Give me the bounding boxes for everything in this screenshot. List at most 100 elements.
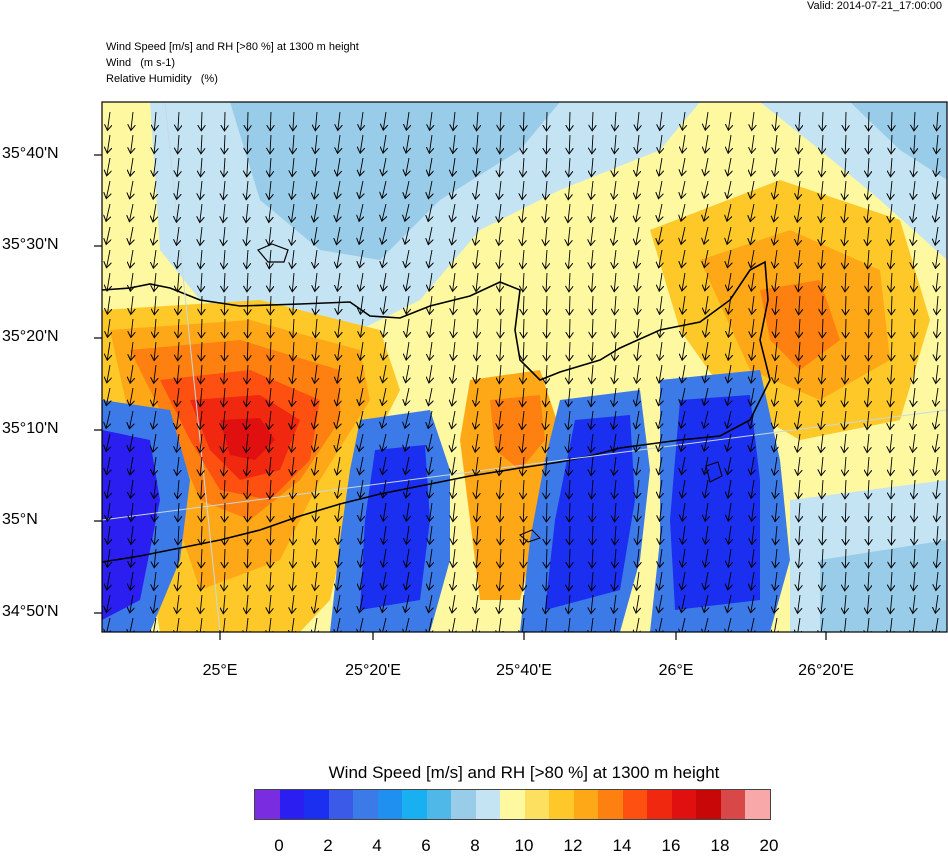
wind-arrow xyxy=(500,479,502,498)
wind-arrow xyxy=(729,525,732,543)
colorbar-swatch xyxy=(304,790,329,819)
wind-arrow xyxy=(499,249,501,268)
wind-arrow xyxy=(546,364,547,383)
wind-arrow xyxy=(108,525,110,543)
wind-arrow xyxy=(774,180,777,198)
wind-arrow xyxy=(637,571,639,589)
wind-arrow xyxy=(201,502,202,521)
wind-arrow xyxy=(407,111,410,129)
wind-arrow xyxy=(500,272,501,291)
wind-arrow xyxy=(660,295,662,313)
wind-arrow xyxy=(383,249,387,267)
wind-arrow xyxy=(106,203,110,220)
wind-arrow xyxy=(270,318,271,337)
wind-arrow xyxy=(246,387,248,406)
wind-arrow xyxy=(177,617,179,632)
wind-arrow xyxy=(659,203,663,221)
wind-arrow xyxy=(751,272,754,290)
wind-arrow xyxy=(499,410,501,428)
wind-arrow xyxy=(452,387,455,405)
wind-arrow xyxy=(728,272,731,290)
wind-arrow xyxy=(636,249,639,267)
wind-arrow xyxy=(337,387,340,405)
wind-arrow xyxy=(499,433,501,451)
wind-arrow xyxy=(314,594,317,612)
wind-arrow xyxy=(798,571,800,590)
colorbar-swatch xyxy=(451,790,476,819)
wind-arrow xyxy=(844,226,846,245)
wind-arrow xyxy=(775,571,777,589)
wind-arrow xyxy=(728,571,731,589)
wind-arrow xyxy=(315,525,317,544)
wind-arrow xyxy=(821,456,823,475)
wind-arrow xyxy=(269,226,271,245)
wind-arrow xyxy=(799,525,800,544)
wind-arrow xyxy=(223,617,225,632)
wind-arrow xyxy=(523,341,524,360)
wind-arrow xyxy=(293,502,294,521)
wind-arrow xyxy=(867,203,869,222)
wind-arrow xyxy=(546,249,547,268)
wind-arrow xyxy=(337,433,340,451)
wind-arrow xyxy=(569,134,570,153)
wind-arrow xyxy=(844,617,846,632)
wind-arrow xyxy=(246,617,248,632)
wind-arrow xyxy=(407,318,410,336)
wind-arrow xyxy=(845,134,846,153)
wind-arrow xyxy=(360,341,363,359)
wind-arrow xyxy=(727,226,731,243)
wind-arrow xyxy=(453,502,455,521)
wind-arrow xyxy=(523,571,524,590)
wind-arrow xyxy=(798,249,800,268)
wind-arrow xyxy=(568,387,570,406)
wind-arrow xyxy=(727,433,731,450)
wind-arrow xyxy=(106,410,110,427)
wind-arrow xyxy=(751,479,754,497)
wind-arrow xyxy=(200,410,202,429)
wind-arrow xyxy=(383,456,387,474)
wind-arrow xyxy=(683,525,686,543)
wind-arrow xyxy=(660,318,662,337)
wind-arrow xyxy=(360,594,363,612)
wind-arrow xyxy=(338,341,340,359)
wind-arrow xyxy=(477,295,479,314)
wind-arrow xyxy=(246,410,248,429)
wind-arrow xyxy=(247,364,248,383)
wind-arrow xyxy=(615,295,616,314)
wind-arrow xyxy=(476,157,478,176)
wind-arrow xyxy=(682,548,685,566)
wind-arrow xyxy=(659,272,662,290)
wind-arrow xyxy=(775,502,777,521)
wind-arrow xyxy=(247,295,248,314)
wind-arrow xyxy=(154,295,156,314)
wind-arrow xyxy=(200,387,202,406)
wind-arrow xyxy=(223,203,225,222)
colorbar-swatch xyxy=(328,790,353,819)
wind-arrow xyxy=(223,410,225,429)
wind-arrow xyxy=(453,548,455,567)
wind-arrow xyxy=(201,571,202,590)
wind-arrow xyxy=(636,456,639,474)
wind-arrow xyxy=(569,157,570,176)
wind-arrow xyxy=(270,111,271,130)
wind-arrow xyxy=(315,295,317,314)
wind-arrow xyxy=(292,433,294,451)
wind-arrow xyxy=(705,134,708,152)
wind-arrow xyxy=(428,433,432,451)
wind-arrow xyxy=(360,571,363,589)
wind-arrow xyxy=(913,571,915,590)
wind-arrow xyxy=(891,318,892,337)
wind-arrow xyxy=(406,479,409,497)
wind-arrow xyxy=(360,456,363,474)
wind-arrow xyxy=(130,364,133,382)
wind-arrow xyxy=(499,180,501,199)
wind-arrow xyxy=(751,180,754,198)
wind-arrow xyxy=(568,226,570,245)
wind-arrow xyxy=(798,479,800,498)
wind-arrow xyxy=(867,410,869,429)
wind-arrow xyxy=(383,111,386,129)
wind-arrow xyxy=(154,456,157,474)
wind-arrow xyxy=(913,249,915,268)
wind-arrow xyxy=(821,617,823,632)
wind-arrow xyxy=(476,180,479,198)
